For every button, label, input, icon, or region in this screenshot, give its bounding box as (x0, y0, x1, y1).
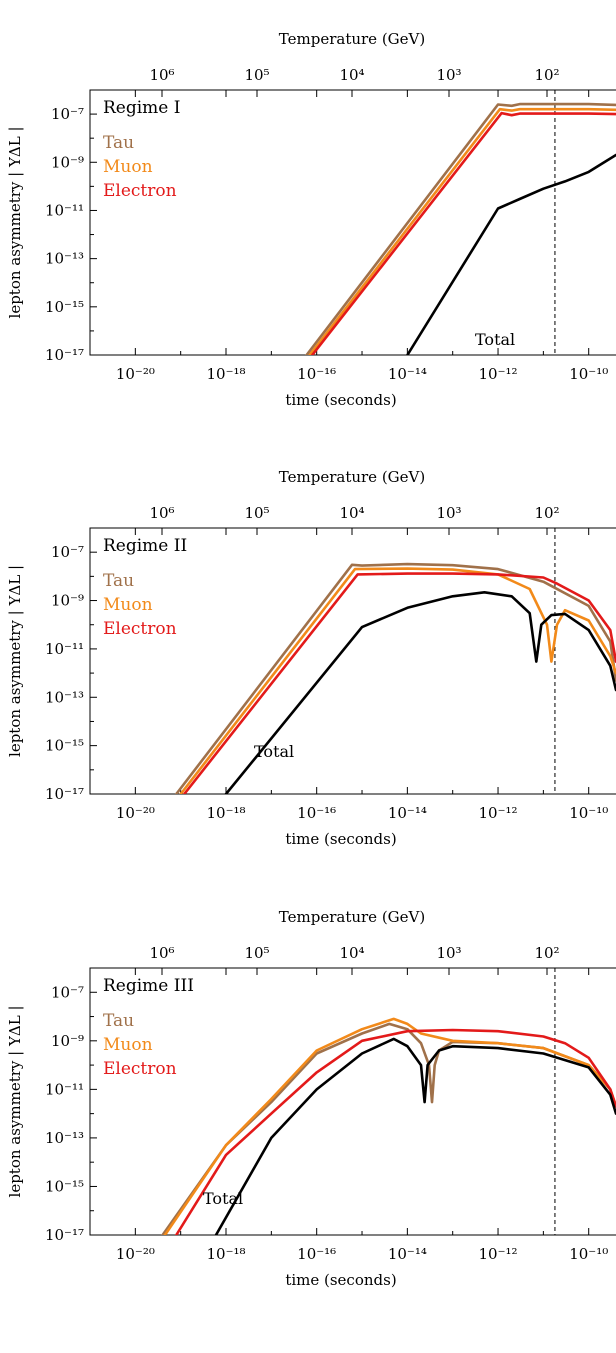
x-tick-label: 10⁻²⁰ (116, 1245, 155, 1263)
x-tick-label: 10⁻¹⁰ (569, 1245, 608, 1263)
temperature-tick-label: 10³ (436, 504, 461, 522)
y-tick-label: 10⁻¹³ (45, 688, 84, 706)
series-group (175, 562, 616, 794)
series-line-electron (311, 111, 616, 355)
temperature-tick-label: 10⁶ (149, 66, 174, 84)
y-tick-label: 10⁻¹⁵ (45, 298, 84, 316)
legend-entry-muon: Muon (103, 157, 153, 177)
y-tick-label: 10⁻¹¹ (45, 201, 84, 219)
x-tick-label: 10⁻¹⁸ (206, 1245, 245, 1263)
series-line-muon (163, 1017, 616, 1235)
series-group (161, 1017, 616, 1235)
x-axis-title: time (seconds) (285, 391, 396, 409)
x-tick-label: 10⁻¹² (479, 365, 518, 383)
series-line-electron (175, 1028, 616, 1235)
series-group (305, 102, 616, 355)
x-tick-label: 10⁻¹⁶ (297, 804, 336, 822)
x-tick-label: 10⁻¹⁴ (388, 1245, 427, 1263)
series-line-total (224, 591, 616, 794)
series-line-total (406, 153, 616, 355)
temperature-tick-label: 10⁴ (339, 504, 364, 522)
regime-title: Regime III (103, 976, 194, 996)
y-axis-title: lepton asymmetry | YΔL | (6, 565, 24, 757)
x-tick-label: 10⁻¹² (479, 1245, 518, 1263)
y-tick-label: 10⁻¹¹ (45, 1080, 84, 1098)
temperature-tick-label: 10⁵ (244, 504, 269, 522)
series-line-electron (183, 572, 616, 794)
y-tick-label: 10⁻¹⁷ (45, 1226, 84, 1244)
x-tick-label: 10⁻¹⁰ (569, 365, 608, 383)
temperature-axis-title: Temperature (GeV) (279, 468, 425, 486)
x-tick-label: 10⁻¹⁰ (569, 804, 608, 822)
plot-frame (89, 527, 616, 795)
y-tick-label: 10⁻⁷ (51, 983, 84, 1001)
panel-1: 10⁻²⁰ 10⁻¹⁸ 10⁻¹⁶ 10⁻¹⁴ 10⁻¹² 10⁻¹⁰ 10⁻¹⁷ 10⁻¹⁵… (6, 30, 616, 409)
y-tick-label: 10⁻¹⁷ (45, 346, 84, 364)
series-line-tau (305, 102, 616, 355)
series-line-tau (175, 562, 616, 794)
x-tick-label: 10⁻²⁰ (116, 804, 155, 822)
y-tick-label: 10⁻⁹ (51, 153, 84, 171)
temperature-tick-label: 10² (534, 504, 559, 522)
legend-entry-tau: Tau (103, 1011, 134, 1031)
y-tick-label: 10⁻¹³ (45, 250, 84, 268)
temperature-axis-title: Temperature (GeV) (279, 908, 425, 926)
series-line-muon (179, 567, 616, 794)
legend-entry-muon: Muon (103, 1035, 153, 1055)
y-tick-label: 10⁻¹³ (45, 1129, 84, 1147)
temperature-tick-label: 10⁵ (244, 66, 269, 84)
regime-title: Regime I (103, 98, 180, 118)
y-tick-label: 10⁻⁷ (51, 105, 84, 123)
y-tick-label: 10⁻⁹ (51, 592, 84, 610)
x-axis-title: time (seconds) (285, 830, 396, 848)
y-tick-label: 10⁻¹⁵ (45, 737, 84, 755)
y-axis-title: lepton asymmetry | YΔL | (6, 1006, 24, 1198)
plot-frame (89, 967, 616, 1236)
x-tick-label: 10⁻¹⁶ (297, 1245, 336, 1263)
x-tick-label: 10⁻¹² (479, 804, 518, 822)
x-tick-label: 10⁻¹⁴ (388, 804, 427, 822)
total-series-label: Total (203, 1189, 243, 1208)
legend-entry-muon: Muon (103, 595, 153, 615)
temperature-tick-label: 10² (534, 66, 559, 84)
x-tick-label: 10⁻¹⁸ (206, 804, 245, 822)
temperature-tick-label: 10³ (436, 66, 461, 84)
temperature-tick-label: 10⁴ (339, 66, 364, 84)
legend-entry-electron: Electron (103, 619, 177, 639)
y-tick-label: 10⁻⁹ (51, 1032, 84, 1050)
regime-title: Regime II (103, 536, 187, 556)
temperature-axis-title: Temperature (GeV) (279, 30, 425, 48)
legend-entry-electron: Electron (103, 181, 177, 201)
x-tick-label: 10⁻¹⁸ (206, 365, 245, 383)
y-tick-label: 10⁻⁷ (51, 543, 84, 561)
total-series-label: Total (254, 742, 294, 761)
temperature-tick-label: 10⁶ (149, 504, 174, 522)
temperature-tick-label: 10³ (436, 944, 461, 962)
y-tick-label: 10⁻¹⁷ (45, 785, 84, 803)
x-tick-label: 10⁻¹⁶ (297, 365, 336, 383)
legend-entry-electron: Electron (103, 1059, 177, 1079)
y-tick-label: 10⁻¹¹ (45, 640, 84, 658)
panel-2: 10⁻²⁰ 10⁻¹⁸ 10⁻¹⁶ 10⁻¹⁴ 10⁻¹² 10⁻¹⁰ 10⁻¹⁷ 10⁻¹⁵… (6, 468, 616, 848)
panel-3: 10⁻²⁰ 10⁻¹⁸ 10⁻¹⁶ 10⁻¹⁴ 10⁻¹² 10⁻¹⁰ 10⁻¹⁷ 10⁻¹⁵… (6, 908, 616, 1289)
series-line-total (214, 1037, 616, 1235)
y-axis-title: lepton asymmetry | YΔL | (6, 127, 24, 319)
temperature-tick-label: 10² (534, 944, 559, 962)
legend-entry-tau: Tau (103, 133, 134, 153)
legend-entry-tau: Tau (103, 571, 134, 591)
temperature-tick-label: 10⁵ (244, 944, 269, 962)
x-tick-label: 10⁻¹⁴ (388, 365, 427, 383)
x-tick-label: 10⁻²⁰ (116, 365, 155, 383)
y-tick-label: 10⁻¹⁵ (45, 1177, 84, 1195)
temperature-tick-label: 10⁴ (339, 944, 364, 962)
total-series-label: Total (475, 330, 515, 349)
temperature-tick-label: 10⁶ (149, 944, 174, 962)
series-line-muon (308, 107, 616, 355)
x-axis-title: time (seconds) (285, 1271, 396, 1289)
plot-frame (89, 89, 616, 356)
